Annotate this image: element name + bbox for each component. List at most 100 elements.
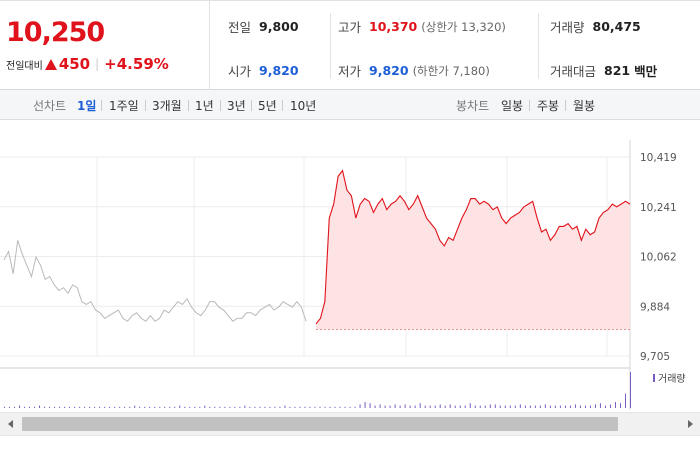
open-label: 시가 (228, 64, 252, 79)
volume-bar (579, 405, 581, 408)
volume-bar (329, 406, 331, 408)
scroll-thumb[interactable] (22, 417, 618, 431)
volume-bar (144, 406, 146, 408)
period-1week[interactable]: 1주일 (109, 99, 139, 113)
period-3month[interactable]: 3개월 (152, 99, 182, 113)
volume-bar (574, 404, 576, 408)
volume-bar (409, 405, 411, 408)
volume-bar (459, 405, 461, 408)
open-value: 9,820 (259, 63, 299, 78)
volume-bar (239, 406, 241, 408)
volume-bar (149, 406, 151, 408)
volume-bar (584, 405, 586, 408)
divider (220, 100, 221, 111)
volume-value: 80,475 (592, 19, 641, 34)
period-5year[interactable]: 5년 (258, 99, 277, 113)
volume-bar (489, 404, 491, 408)
volume-bar (229, 406, 231, 408)
volume-bar (174, 406, 176, 408)
volume-bar (624, 393, 626, 408)
chart-scrollbar[interactable] (0, 412, 700, 436)
volume-bar (304, 406, 306, 408)
volume-bar (79, 406, 81, 408)
period-10year[interactable]: 10년 (290, 99, 317, 113)
volume-bar (544, 404, 546, 408)
volume-bar (234, 406, 236, 408)
price-chart[interactable]: 10,419 10,241 10,062 9,884 9,705 거래량 (0, 120, 700, 412)
prev-day-line (3, 240, 307, 322)
price-summary: 10,250 전일대비 450 | +4.59% (0, 1, 210, 90)
volume-bar (619, 403, 621, 408)
volume-bar (314, 406, 316, 408)
open-cell: 시가 9,820 (228, 61, 299, 80)
divider (101, 100, 102, 111)
volume-bar (449, 404, 451, 408)
volume-bar (204, 405, 206, 408)
volume-bar (99, 406, 101, 408)
candle-weekly[interactable]: 주봉 (537, 99, 560, 113)
volume-bar (534, 405, 536, 408)
y-tick-label: 9,705 (640, 351, 670, 363)
up-triangle-icon (44, 58, 57, 70)
volume-bar (614, 402, 616, 408)
divider (282, 100, 283, 111)
volume-bar (439, 404, 441, 408)
volume-bar (89, 406, 91, 408)
volume-bar (324, 406, 326, 408)
volume-bar (299, 406, 301, 408)
volume-bar (54, 406, 56, 408)
volume-bar (214, 406, 216, 408)
change-amount: 450 (58, 55, 91, 73)
volume-bar (549, 405, 551, 408)
prev-close-label: 전일 (228, 20, 252, 35)
scroll-right-button[interactable] (680, 413, 700, 435)
volume-bar (364, 402, 366, 408)
volume-bar (129, 406, 131, 408)
upper-limit: (상한가 13,320) (421, 19, 506, 34)
volume-bar (49, 406, 51, 408)
volume-bar (119, 406, 121, 408)
volume-bar (454, 405, 456, 408)
volume-bar (69, 406, 71, 408)
high-value: 10,370 (369, 19, 418, 34)
low-cell: 저가 9,820 (하한가 7,180) (338, 61, 490, 80)
volume-bar (604, 405, 606, 408)
scroll-left-button[interactable] (0, 413, 20, 435)
volume-bar (124, 406, 126, 408)
candle-monthly[interactable]: 월봉 (573, 99, 596, 113)
volume-bar (294, 406, 296, 408)
volume-bar (594, 404, 596, 408)
volume-bar (279, 406, 281, 408)
trade-value-unit: 백만 (634, 64, 658, 79)
volume-bar (589, 405, 591, 408)
today-series (315, 169, 631, 331)
volume-bar (94, 406, 96, 408)
volume-bar (4, 406, 5, 408)
volume-bar (374, 405, 376, 408)
trade-value-value: 821 (604, 63, 631, 78)
volume-bar (274, 406, 276, 408)
volume-label: 거래량 (550, 20, 585, 35)
period-3year[interactable]: 3년 (227, 99, 246, 113)
period-1day[interactable]: 1일 (77, 99, 97, 113)
volume-bar (399, 405, 401, 408)
candle-daily[interactable]: 일봉 (501, 99, 524, 113)
divider (565, 100, 566, 111)
change-percent: +4.59% (104, 55, 169, 73)
volume-bar (509, 405, 511, 408)
volume-bar (84, 406, 86, 408)
volume-bar (109, 406, 111, 408)
volume-bar (569, 405, 571, 408)
line-chart-label: 선차트 (33, 99, 67, 113)
volume-bar (494, 404, 496, 408)
today-price-line (315, 169, 631, 325)
volume-bar (199, 406, 201, 408)
period-1year[interactable]: 1년 (195, 99, 214, 113)
volume-bar (529, 405, 531, 408)
volume-bar (224, 406, 226, 408)
volume-bar (554, 405, 556, 408)
trade-value-label: 거래대금 (550, 64, 597, 79)
volume-bar (434, 405, 436, 408)
volume-bar (24, 406, 26, 408)
volume-bar (44, 406, 46, 408)
